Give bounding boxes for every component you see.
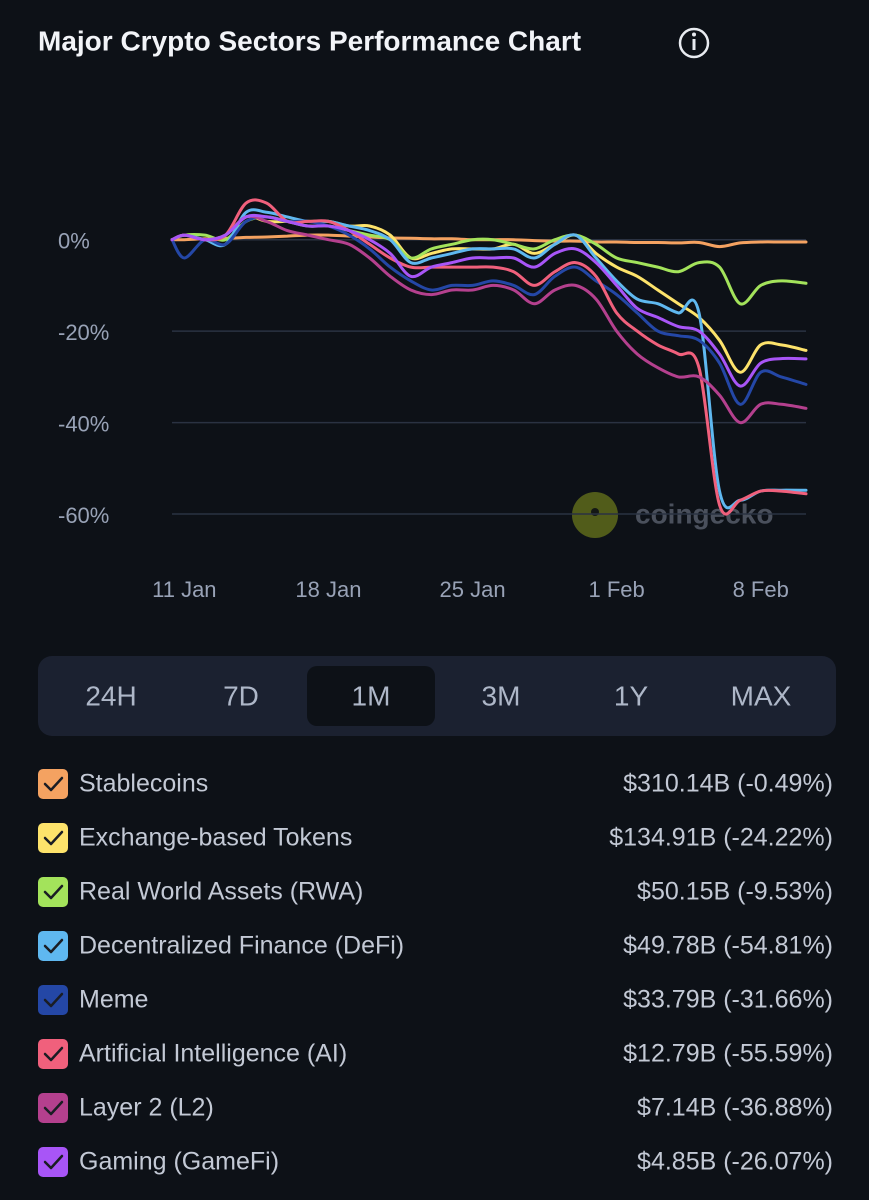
- legend-check[interactable]: [43, 938, 64, 954]
- info-circle[interactable]: [678, 27, 710, 59]
- legend-checkbox[interactable]: [38, 823, 68, 853]
- legend-label[interactable]: Meme: [79, 986, 148, 1014]
- info-stem[interactable]: [692, 39, 696, 50]
- y-tick-label: -20%: [58, 320, 109, 345]
- legend-checkbox[interactable]: [38, 985, 68, 1015]
- legend-label[interactable]: Decentralized Finance (DeFi): [79, 932, 404, 960]
- legend-label[interactable]: Real World Assets (RWA): [79, 878, 363, 906]
- info-dot[interactable]: [692, 32, 696, 37]
- legend-checkbox[interactable]: [38, 1039, 68, 1069]
- range-button[interactable]: MAX: [731, 680, 792, 711]
- legend-check[interactable]: [43, 992, 64, 1008]
- plot-area: 0% -20% -40% -60% 11 Jan 18 Jan 25 Jan 1 Feb 8 F…: [58, 198, 808, 602]
- range-button[interactable]: 24H: [85, 680, 136, 711]
- legend-label[interactable]: Exchange-based Tokens: [79, 824, 352, 852]
- y-tick-label: -60%: [58, 503, 109, 528]
- info-icon[interactable]: [678, 27, 710, 59]
- range-button[interactable]: 1Y: [614, 680, 649, 711]
- range-button-selected[interactable]: [307, 666, 435, 726]
- legend-check[interactable]: [43, 1046, 64, 1062]
- legend-summary: $50.15B (-9.53%): [637, 878, 833, 906]
- legend-label[interactable]: Stablecoins: [79, 770, 208, 798]
- legend-checkbox[interactable]: [38, 1147, 68, 1177]
- legend-summary: $4.85B (-26.07%): [637, 1148, 833, 1176]
- legend-checkbox[interactable]: [38, 931, 68, 961]
- chart-title: Major Crypto Sectors Performance Chart: [38, 25, 581, 56]
- range-button[interactable]: 7D: [223, 680, 259, 711]
- legend-summary: $12.79B (-55.59%): [623, 1040, 833, 1068]
- x-tick-label: 25 Jan: [440, 577, 506, 602]
- x-tick-label: 1 Feb: [588, 577, 644, 602]
- legend-summary: $33.79B (-31.66%): [623, 986, 833, 1014]
- range-selector: [38, 656, 836, 736]
- legend-check[interactable]: [43, 776, 64, 792]
- y-tick-label: -40%: [58, 411, 109, 436]
- x-tick-label: 18 Jan: [295, 577, 361, 602]
- legend-summary: $310.14B (-0.49%): [623, 770, 833, 798]
- x-tick-label: 8 Feb: [733, 577, 789, 602]
- legend-label[interactable]: Gaming (GameFi): [79, 1148, 279, 1176]
- legend-label[interactable]: Artificial Intelligence (AI): [79, 1040, 347, 1068]
- legend-check[interactable]: [43, 884, 64, 900]
- legend-check[interactable]: [43, 1100, 64, 1116]
- legend-label[interactable]: Layer 2 (L2): [79, 1094, 214, 1122]
- range-button[interactable]: 3M: [482, 680, 521, 711]
- series-line: [170, 198, 808, 516]
- legend-summary: $134.91B (-24.22%): [609, 824, 833, 852]
- series-line: [170, 213, 808, 388]
- legend-checkbox[interactable]: [38, 877, 68, 907]
- range-button[interactable]: 1M: [352, 680, 391, 711]
- legend-checkbox[interactable]: [38, 1093, 68, 1123]
- y-tick-label: 0%: [58, 229, 90, 254]
- legend-check[interactable]: [43, 830, 64, 846]
- watermark-eye: [591, 508, 599, 516]
- legend-summary: $7.14B (-36.88%): [637, 1094, 833, 1122]
- legend-summary: $49.78B (-54.81%): [623, 932, 833, 960]
- controls: 24H 7D 1M 3M 1Y MAX Stablecoins $310.14B (-0.49…: [38, 666, 833, 1177]
- series-line: [170, 214, 808, 425]
- legend-check[interactable]: [43, 1154, 64, 1170]
- x-tick-label: 11 Jan: [152, 577, 216, 602]
- legend-checkbox[interactable]: [38, 769, 68, 799]
